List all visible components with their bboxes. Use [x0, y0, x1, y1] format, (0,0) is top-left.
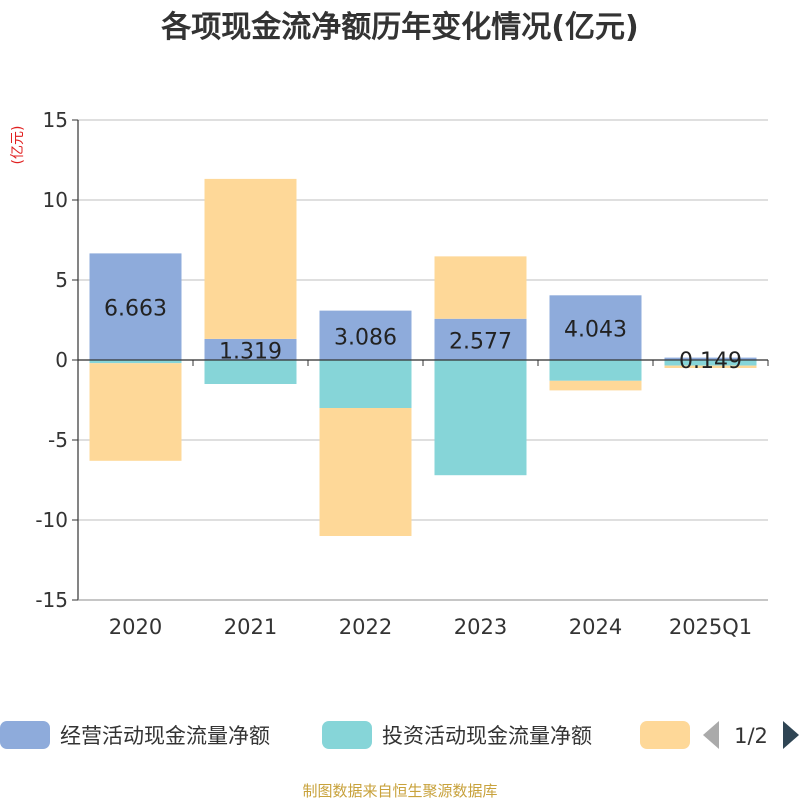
y-tick-label: -15	[35, 588, 68, 612]
bar-series-3	[664, 365, 757, 368]
bar-series-2	[89, 360, 182, 364]
legend-swatch[interactable]	[0, 721, 50, 749]
bar-series-3	[89, 363, 182, 461]
bars	[89, 178, 757, 536]
x-tick-label: 2025Q1	[669, 615, 752, 639]
legend-label[interactable]: 经营活动现金流量净额	[60, 724, 270, 748]
bar-series-1	[89, 253, 182, 360]
y-tick-label: -10	[35, 508, 68, 532]
x-tick-label: 2021	[224, 615, 277, 639]
bar-series-1	[204, 338, 297, 360]
bar-series-3	[204, 178, 297, 339]
bar-series-3	[434, 256, 527, 319]
data-label: 1.319	[219, 339, 282, 364]
legend-label[interactable]: 投资活动现金流量净额	[382, 724, 592, 748]
legend: 经营活动现金流量净额 投资活动现金流量净额 1/2	[0, 721, 799, 749]
data-label: 4.043	[564, 318, 627, 343]
bar-series-3	[319, 408, 412, 536]
legend-prev-page-icon[interactable]	[703, 721, 719, 749]
legend-next-page-icon[interactable]	[783, 721, 799, 749]
x-tick-label: 2023	[454, 615, 507, 639]
data-label: 0.149	[679, 349, 742, 374]
legend-page-indicator: 1/2	[734, 724, 768, 748]
data-label: 6.663	[104, 297, 167, 322]
bar-series-1	[664, 357, 757, 360]
y-tick-label: 15	[43, 108, 68, 132]
bar-series-2	[204, 360, 297, 384]
source-footer: 制图数据来自恒生聚源数据库	[302, 782, 497, 800]
chart-title: 各项现金流净额历年变化情况(亿元)	[160, 10, 638, 45]
bar-series-2	[549, 360, 642, 381]
data-label: 3.086	[334, 325, 397, 350]
bar-series-1	[319, 310, 412, 360]
y-tick-label: -5	[48, 428, 68, 452]
bar-series-1	[549, 295, 642, 360]
y-tick-label: 5	[55, 268, 68, 292]
y-axis-label: (亿元)	[10, 126, 26, 165]
axes: 15 10 5 0 -5 -10 -15 2020 2021 2022 2023 2024 2025Q1	[35, 108, 769, 639]
data-label: 2.577	[449, 329, 512, 354]
bar-series-2	[434, 360, 527, 476]
data-labels: 6.663 1.319 3.086 2.577 4.043 0.149	[104, 297, 742, 374]
bar-series-2	[319, 360, 412, 408]
y-tick-label: 10	[43, 188, 68, 212]
legend-swatch[interactable]	[322, 721, 372, 749]
bar-series-3	[549, 380, 642, 391]
bar-series-2	[664, 360, 757, 366]
legend-swatch[interactable]	[640, 721, 690, 749]
x-tick-label: 2020	[109, 615, 162, 639]
y-tick-label: 0	[55, 348, 68, 372]
x-tick-label: 2024	[569, 615, 622, 639]
bar-series-1	[434, 318, 527, 360]
x-tick-label: 2022	[339, 615, 392, 639]
